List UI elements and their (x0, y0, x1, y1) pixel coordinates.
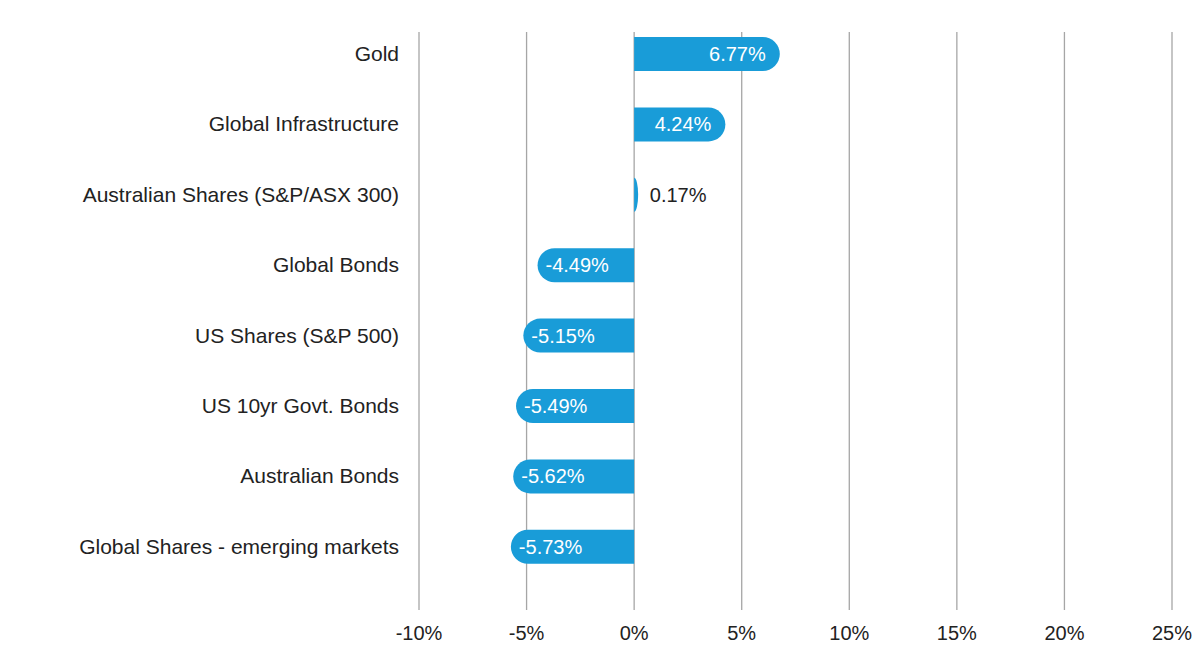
tick-label: -5% (509, 622, 545, 644)
data-label: -5.73% (519, 536, 583, 558)
background (0, 0, 1200, 672)
tick-label: -10% (396, 622, 443, 644)
tick-label: 10% (829, 622, 869, 644)
tick-label: 15% (937, 622, 977, 644)
data-label: 0.17% (650, 184, 707, 206)
page: {"chart_data": {"type": "bar", "orientat… (0, 0, 1200, 672)
data-label: 6.77% (709, 43, 766, 65)
data-label: -5.15% (531, 325, 595, 347)
bar (516, 389, 634, 423)
category-label: Global Shares - emerging markets (79, 535, 399, 558)
bars (511, 37, 780, 564)
data-label: -5.49% (524, 395, 588, 417)
category-label: Global Bonds (273, 253, 399, 276)
bar (511, 530, 634, 564)
category-label: US 10yr Govt. Bonds (202, 394, 399, 417)
bar (634, 178, 638, 212)
tick-label: 0% (620, 622, 649, 644)
data-label: 4.24% (655, 113, 712, 135)
tick-label: 20% (1044, 622, 1084, 644)
y-axis: Gold Global Infrastructure Australian Shar… (79, 42, 399, 558)
grid (419, 32, 1172, 610)
category-label: Gold (355, 42, 399, 65)
grid-line (741, 32, 742, 610)
category-label: US Shares (S&P 500) (195, 324, 399, 347)
bar (513, 459, 634, 493)
data-labels: 6.77% 4.24% 0.17% -4.49% -5.15% -5.49% -5.62% -… (519, 43, 766, 558)
grid-line (526, 32, 527, 610)
x-axis: -10% -5% 0% 5% 10% 15% 20% 25% (396, 622, 1193, 644)
data-label: -5.62% (521, 465, 585, 487)
grid-line (418, 32, 419, 610)
data-label: -4.49% (546, 254, 610, 276)
tick-label: 25% (1152, 622, 1192, 644)
grid-line (1171, 32, 1172, 610)
category-label: Global Infrastructure (209, 112, 399, 135)
category-label: Australian Shares (S&P/ASX 300) (83, 183, 399, 206)
bar (538, 248, 635, 282)
grid-line (956, 32, 957, 610)
chart: -10% -5% 0% 5% 10% 15% 20% 25% 6.77% 4.24% 0.17% -4… (0, 0, 1200, 672)
grid-line (849, 32, 850, 610)
bar (523, 319, 634, 353)
grid-line (1064, 32, 1065, 610)
tick-label: 5% (727, 622, 756, 644)
bar (634, 107, 725, 141)
bar (634, 37, 780, 71)
category-label: Australian Bonds (240, 464, 399, 487)
